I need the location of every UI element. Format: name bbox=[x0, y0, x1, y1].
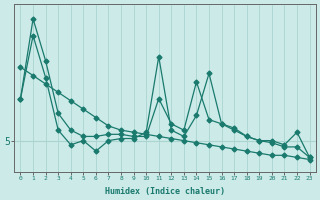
X-axis label: Humidex (Indice chaleur): Humidex (Indice chaleur) bbox=[105, 187, 225, 196]
